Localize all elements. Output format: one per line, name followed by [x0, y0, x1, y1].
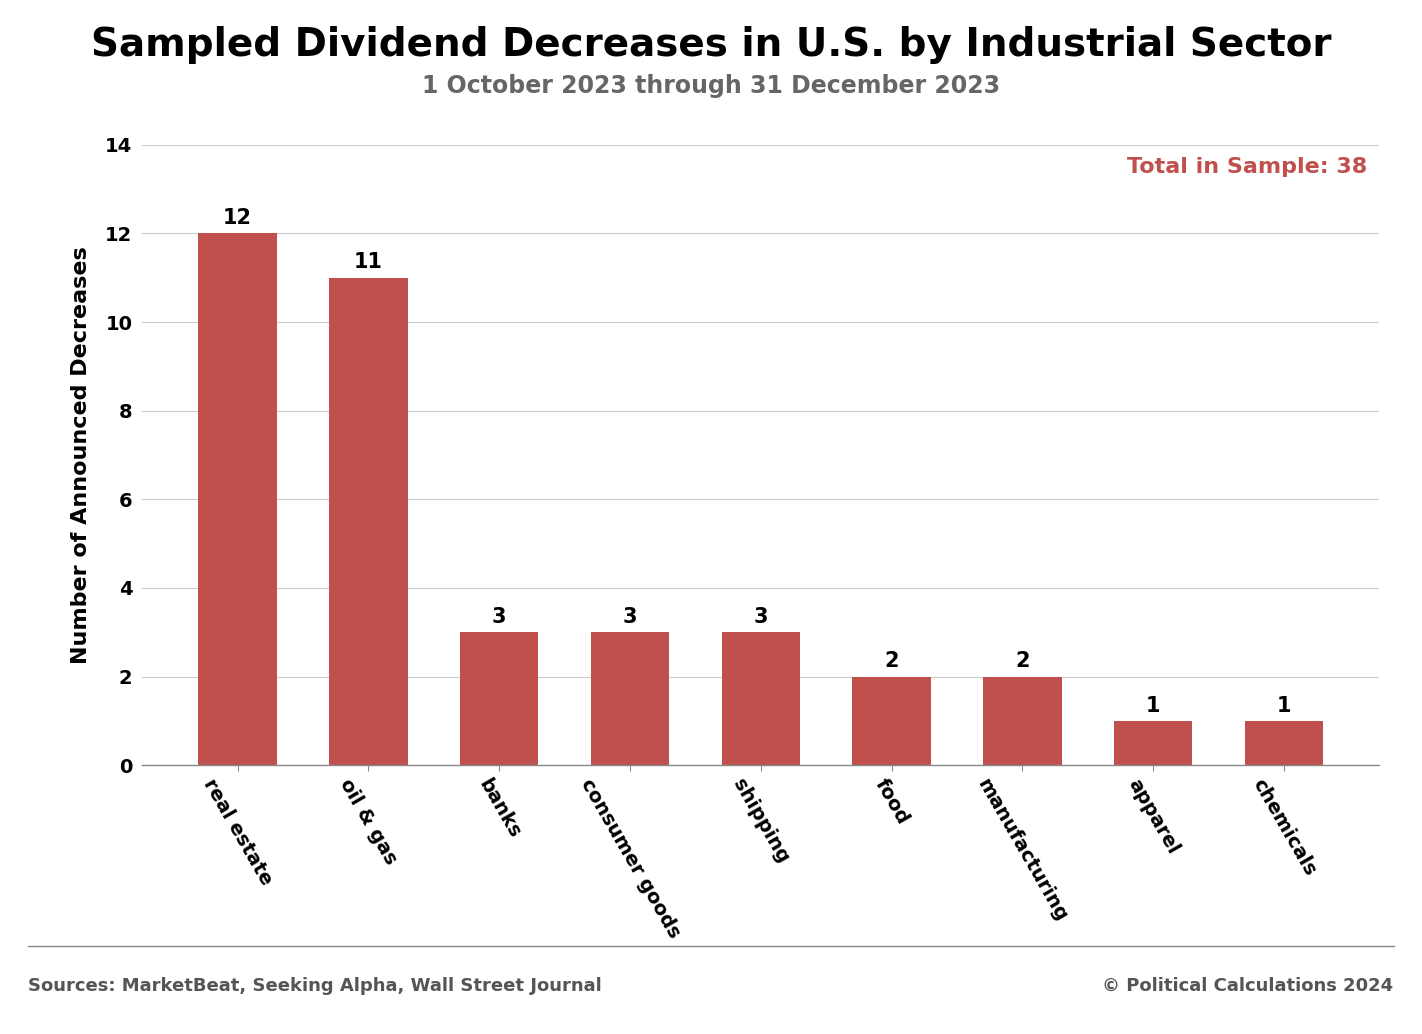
Text: 2: 2 [884, 651, 899, 671]
Text: Sources: MarketBeat, Seeking Alpha, Wall Street Journal: Sources: MarketBeat, Seeking Alpha, Wall… [28, 977, 602, 995]
Bar [1113, 721, 1192, 765]
Bar [983, 676, 1062, 765]
Text: 3: 3 [492, 607, 506, 627]
Bar [590, 632, 670, 765]
Text: 11: 11 [354, 252, 383, 272]
Text: 1: 1 [1277, 696, 1291, 716]
Bar [852, 676, 931, 765]
Bar [330, 278, 408, 765]
Bar [721, 632, 801, 765]
Text: 3: 3 [623, 607, 637, 627]
Text: 1: 1 [1146, 696, 1160, 716]
Text: Total in Sample: 38: Total in Sample: 38 [1126, 157, 1367, 177]
Text: 3: 3 [754, 607, 768, 627]
Text: 2: 2 [1015, 651, 1030, 671]
Text: 12: 12 [223, 208, 252, 229]
Bar [1244, 721, 1322, 765]
Y-axis label: Number of Announced Decreases: Number of Announced Decreases [71, 246, 91, 664]
Bar [199, 234, 277, 765]
Text: 1 October 2023 through 31 December 2023: 1 October 2023 through 31 December 2023 [422, 74, 1000, 98]
Text: © Political Calculations 2024: © Political Calculations 2024 [1102, 977, 1394, 995]
Bar [459, 632, 539, 765]
Text: Sampled Dividend Decreases in U.S. by Industrial Sector: Sampled Dividend Decreases in U.S. by In… [91, 26, 1331, 64]
